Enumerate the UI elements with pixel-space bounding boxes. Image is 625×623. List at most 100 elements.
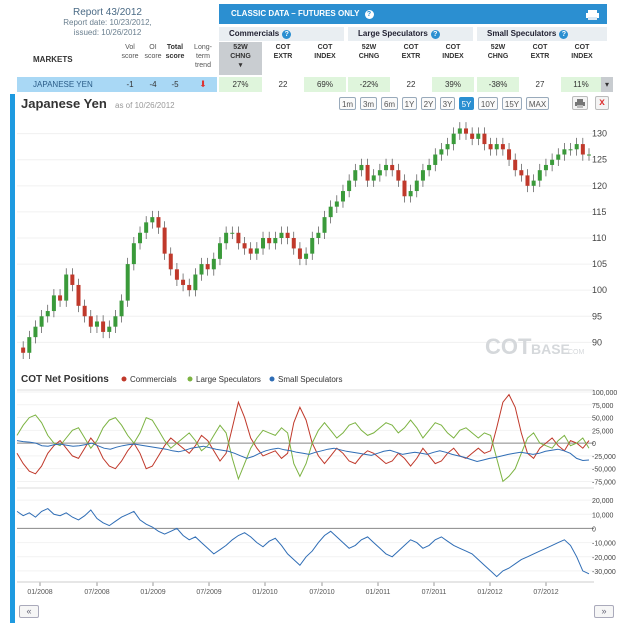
- close-chart-button[interactable]: x: [595, 96, 609, 110]
- help-icon[interactable]: ?: [559, 30, 569, 39]
- legend-marker: [187, 376, 193, 382]
- collapse-triangle-icon[interactable]: ▾: [601, 77, 613, 92]
- candle: [463, 128, 468, 134]
- small-52w-header[interactable]: 52W CHNG: [477, 43, 519, 61]
- printer-icon: [575, 99, 585, 108]
- net-tick-label: 25,000: [592, 428, 614, 435]
- arrow-down-icon: ⬇: [199, 79, 207, 89]
- chart-panel-edge: [10, 94, 15, 623]
- candle: [457, 128, 462, 134]
- candle: [371, 175, 376, 181]
- comm-52w-header[interactable]: 52W CHNG ▾: [219, 43, 262, 70]
- candle: [451, 133, 456, 145]
- trend-h1: Long-: [194, 44, 212, 51]
- group-commercials: Commercials?: [219, 27, 344, 41]
- x-tick-label: 07/2010: [309, 589, 334, 596]
- legend-marker: [269, 376, 275, 382]
- range-button-6m[interactable]: 6m: [381, 97, 398, 110]
- candle: [64, 274, 69, 301]
- h: CHNG: [487, 53, 509, 60]
- h: COT: [403, 44, 419, 51]
- h: 52W: [233, 44, 248, 51]
- candle: [574, 144, 579, 150]
- net-tick-label: 50,000: [592, 416, 614, 423]
- h: EXTR: [401, 53, 421, 60]
- comm-extr: 22: [278, 80, 288, 89]
- large-52w-header[interactable]: 52W CHNG: [348, 43, 390, 61]
- group-small-speculators: Small Speculators?: [477, 27, 607, 41]
- candle: [365, 164, 370, 181]
- candle: [562, 149, 567, 155]
- comm-index-header[interactable]: COT INDEX: [304, 43, 346, 61]
- candle: [568, 149, 573, 151]
- h: EXTR: [273, 53, 293, 60]
- small-52w: -38%: [477, 77, 519, 92]
- candle: [254, 248, 259, 254]
- range-button-3y[interactable]: 3Y: [440, 97, 455, 110]
- candle: [439, 149, 444, 155]
- candle: [304, 253, 309, 259]
- range-button-10y[interactable]: 10Y: [478, 97, 498, 110]
- h: COT: [445, 44, 461, 51]
- candle: [273, 238, 278, 244]
- candle: [70, 274, 75, 285]
- candle: [168, 253, 173, 270]
- series-line-large-speculators: [16, 414, 590, 483]
- small-extr-header[interactable]: COT EXTR: [519, 43, 561, 61]
- candle: [384, 164, 389, 171]
- range-button-15y[interactable]: 15Y: [502, 97, 522, 110]
- candle: [550, 159, 555, 165]
- oi-h1: OI: [149, 44, 157, 51]
- market-row-highlight[interactable]: [17, 77, 217, 92]
- range-button-2y[interactable]: 2Y: [421, 97, 436, 110]
- chart-title: Japanese Yen: [21, 96, 107, 111]
- net-tick-label: 100,000: [592, 390, 617, 397]
- price-tick-label: 120: [592, 181, 607, 191]
- candle: [267, 238, 272, 244]
- oi-score: -4: [149, 80, 157, 89]
- report-issued: issued: 10/26/2012: [73, 28, 142, 37]
- candle: [113, 316, 118, 327]
- oi-h2: score: [144, 53, 162, 60]
- help-icon[interactable]: ?: [430, 30, 440, 39]
- x-tick-label: 07/2011: [422, 589, 447, 596]
- comm-extr-header[interactable]: COT EXTR: [262, 43, 304, 61]
- trend-h2: term: [196, 53, 210, 60]
- print-chart-button[interactable]: [572, 96, 588, 110]
- range-button-max[interactable]: MAX: [526, 97, 549, 110]
- help-icon[interactable]: ?: [282, 30, 292, 39]
- candle: [500, 144, 505, 150]
- large-index: 39%: [432, 77, 474, 92]
- help-icon[interactable]: ?: [364, 10, 374, 19]
- group-small-label: Small Speculators: [487, 29, 557, 38]
- small-index-header[interactable]: COT INDEX: [561, 43, 603, 61]
- candle: [347, 180, 352, 192]
- candle: [285, 232, 290, 238]
- total-h2: score: [165, 53, 185, 60]
- h: COT: [275, 44, 291, 51]
- range-button-1y[interactable]: 1Y: [402, 97, 417, 110]
- candle: [156, 217, 161, 228]
- range-button-3m[interactable]: 3m: [360, 97, 377, 110]
- candle: [408, 191, 413, 197]
- candle: [162, 227, 167, 254]
- range-button-1m[interactable]: 1m: [339, 97, 356, 110]
- large-extr-header[interactable]: COT EXTR: [390, 43, 432, 61]
- x-tick-label: 01/2008: [27, 589, 52, 596]
- market-name[interactable]: JAPANESE YEN: [33, 80, 93, 89]
- group-large-label: Large Speculators: [358, 29, 428, 38]
- vol-h1: Vol: [125, 44, 135, 51]
- print-header-button[interactable]: [578, 4, 607, 24]
- nav-prev-button[interactable]: «: [19, 605, 39, 618]
- nav-next-button[interactable]: »: [594, 605, 614, 618]
- candle: [316, 232, 321, 238]
- candle: [174, 269, 179, 280]
- candle: [470, 133, 475, 139]
- candle: [248, 248, 253, 254]
- range-button-5y[interactable]: 5Y: [459, 97, 474, 110]
- net-tick-label: 0: [592, 526, 596, 533]
- large-index-header[interactable]: COT INDEX: [432, 43, 474, 61]
- net-tick-label: -20,000: [592, 555, 616, 562]
- candle: [138, 232, 143, 244]
- candle: [328, 206, 333, 218]
